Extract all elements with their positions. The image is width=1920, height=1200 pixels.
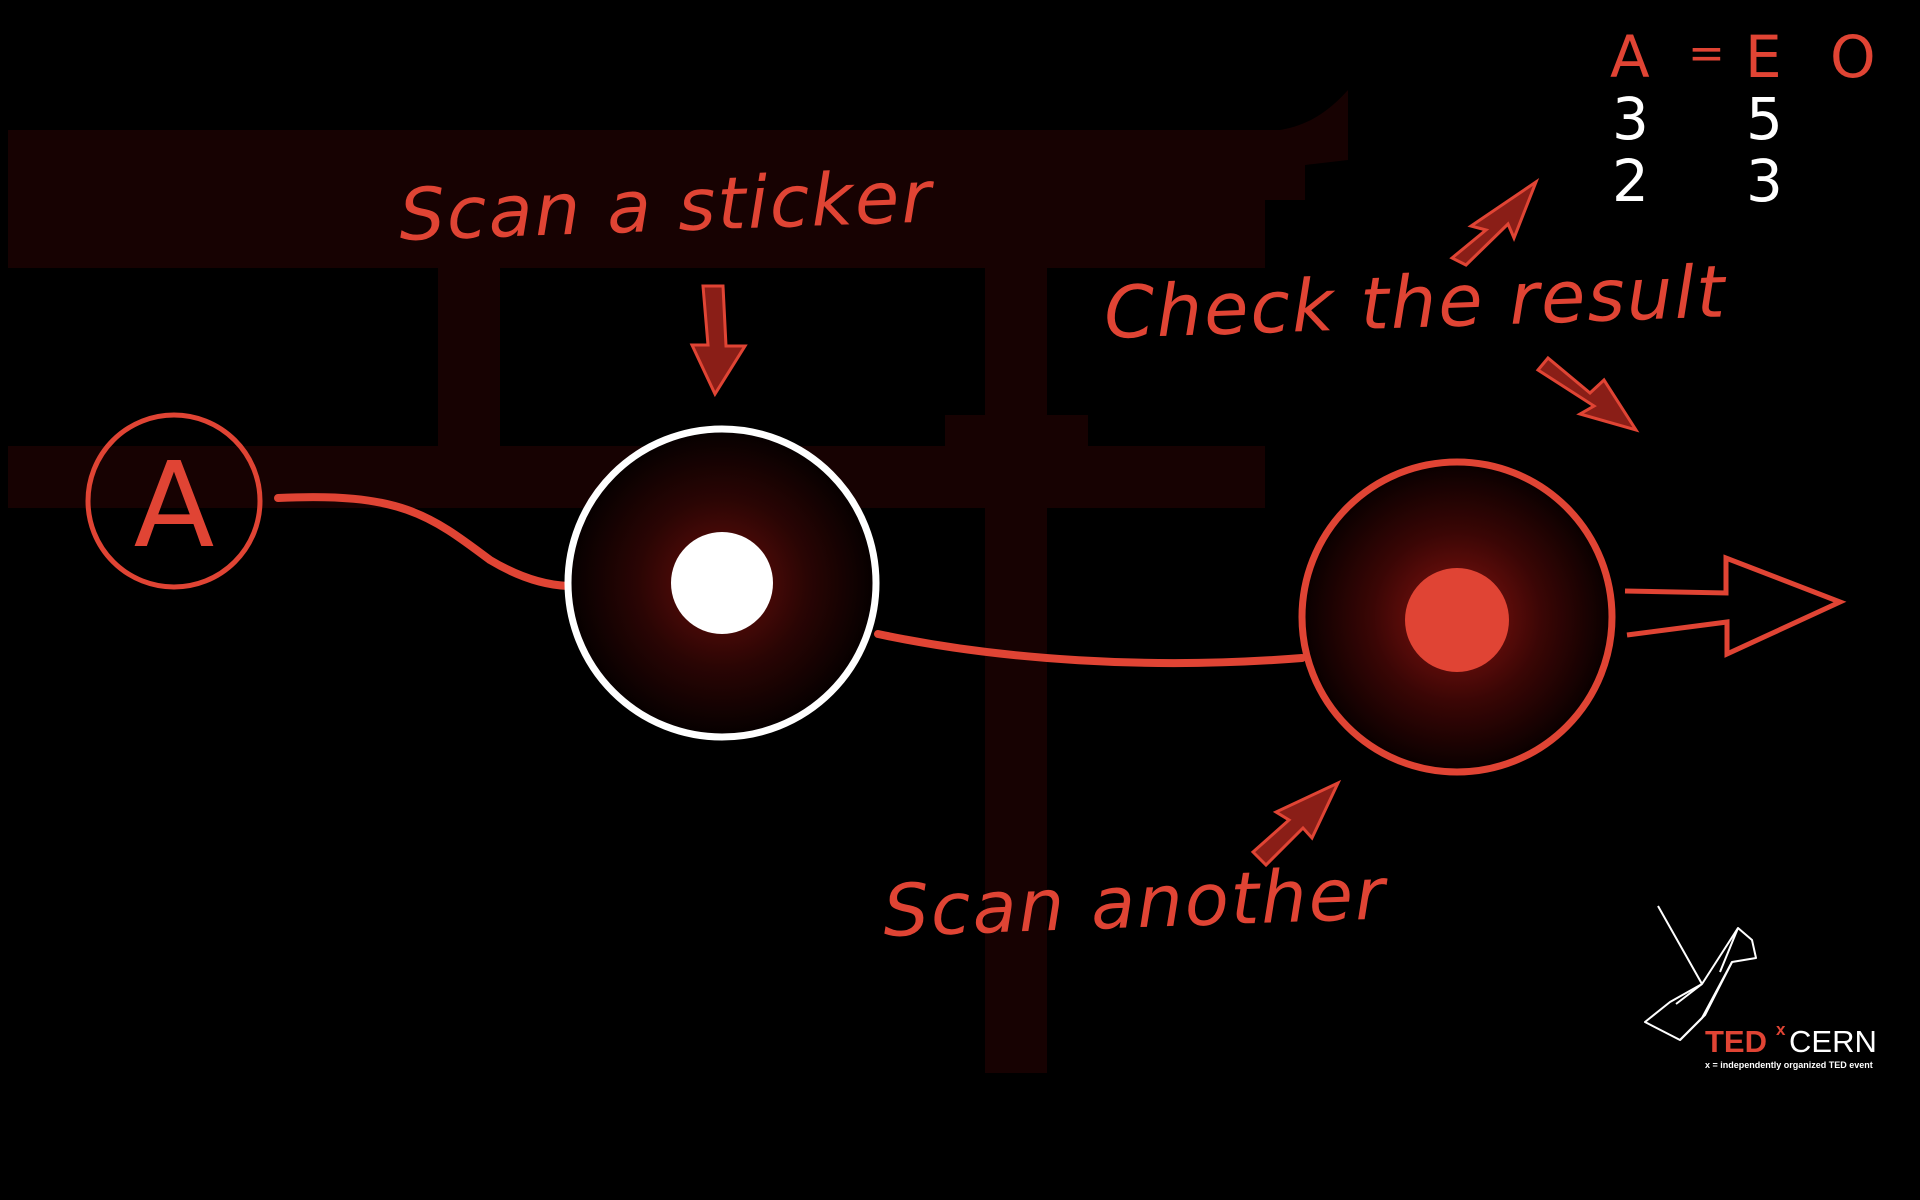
flow-path (274, 493, 572, 590)
table-header-equals: = (1688, 28, 1725, 79)
scan-sticker-label: Scan a sticker (398, 154, 937, 257)
logo-cern: CERN (1789, 1024, 1877, 1059)
flow-path (874, 630, 1306, 668)
table-header-o: O (1830, 23, 1876, 91)
result-table: A = E O 3 5 2 3 (1600, 23, 1890, 215)
start-node-label: A (134, 436, 215, 574)
tedxcern-logo: TED x CERN x = independently organized T… (1700, 1020, 1900, 1075)
arrow-up-right-icon (1449, 178, 1540, 267)
table-cell: 3 (1746, 147, 1783, 215)
arrow-down-icon (689, 284, 748, 398)
scan-node-2[interactable] (1298, 458, 1616, 776)
table-cell: 3 (1612, 85, 1649, 153)
table-cell: 5 (1746, 85, 1783, 153)
logo-tagline: x = independently organized TED event (1705, 1060, 1873, 1070)
table-cell: 2 (1612, 147, 1649, 215)
start-node (85, 412, 263, 590)
output-arrow-icon (1624, 554, 1847, 658)
logo-x: x (1776, 1020, 1786, 1039)
origami-bird-icon (1644, 905, 1757, 1041)
arrow-down-right-icon (1535, 355, 1640, 433)
scan-node-1[interactable] (564, 425, 880, 741)
arrow-up-right-icon (1250, 779, 1342, 868)
torii-gate-icon (8, 90, 1348, 1073)
table-header-e: E (1745, 23, 1782, 91)
table-header-a: A (1610, 23, 1650, 91)
scan-another-label: Scan another (882, 851, 1391, 953)
logo-ted: TED (1705, 1024, 1767, 1059)
